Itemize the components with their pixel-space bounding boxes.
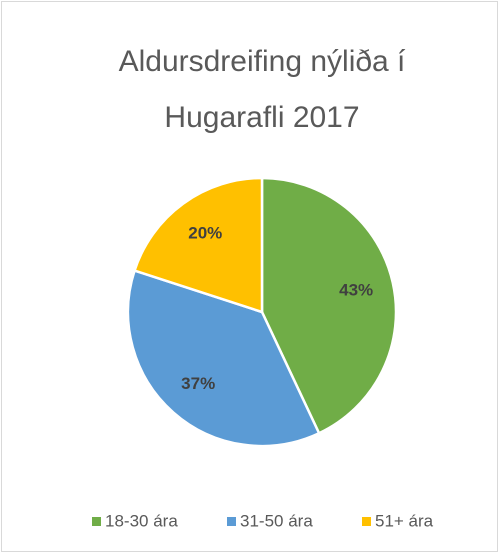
data-label: 20%	[188, 223, 222, 242]
legend-label: 31-50 ára	[240, 511, 313, 530]
data-label: 43%	[339, 280, 373, 299]
pie-slice	[126, 269, 321, 448]
pie-slice	[260, 176, 398, 435]
data-label: 37%	[181, 374, 215, 393]
legend-label: 51+ ára	[375, 511, 434, 530]
legend-swatch	[227, 517, 236, 526]
legend-label: 18-30 ára	[105, 511, 178, 530]
chart-title: Aldursdreifing nýliða í Hugarafli 2017	[118, 45, 406, 134]
pie-slice	[132, 176, 264, 314]
legend-swatch	[92, 517, 101, 526]
legend-swatch	[362, 517, 371, 526]
